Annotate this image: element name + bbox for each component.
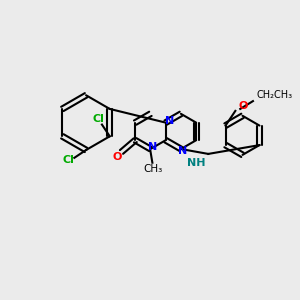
Text: O: O — [113, 152, 122, 162]
Text: CH₃: CH₃ — [144, 164, 163, 174]
Text: Cl: Cl — [92, 114, 104, 124]
Text: CH₂CH₃: CH₂CH₃ — [257, 90, 293, 100]
Text: N: N — [178, 146, 188, 156]
Text: Cl: Cl — [62, 155, 74, 165]
Text: O: O — [238, 101, 248, 111]
Text: N: N — [165, 116, 174, 126]
Text: N: N — [148, 142, 157, 152]
Text: NH: NH — [187, 158, 206, 168]
